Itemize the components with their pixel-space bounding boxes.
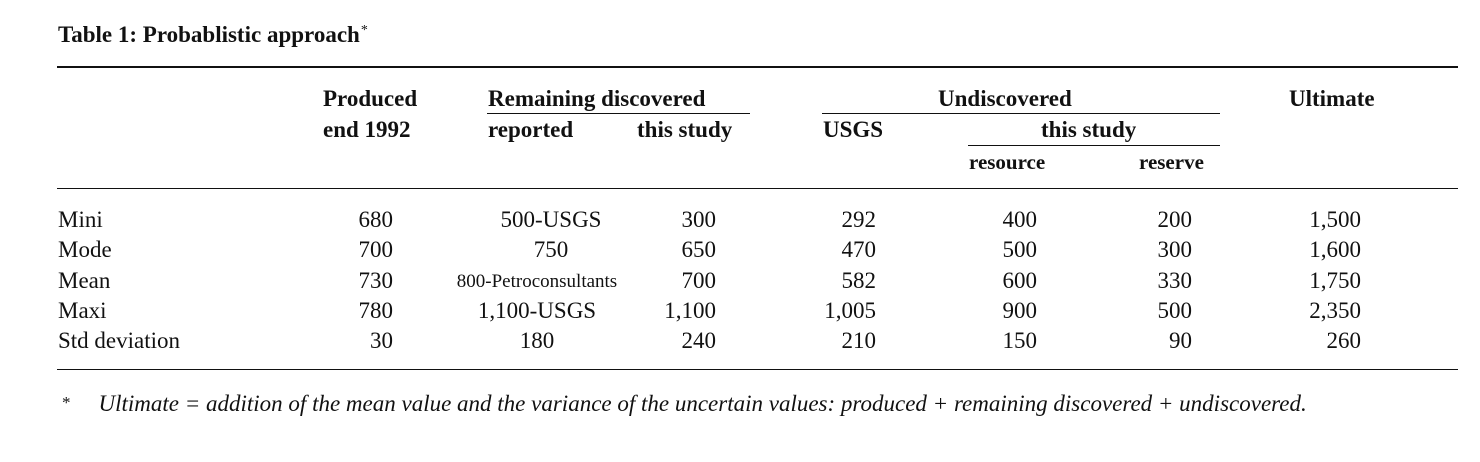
cell-ultimate: 1,750 — [1309, 268, 1361, 293]
table-footnote: * Ultimate = addition of the mean value a… — [62, 391, 1307, 417]
header-undiscovered: Undiscovered — [938, 86, 1072, 111]
cell-remaining-this-study: 650 — [681, 237, 717, 262]
header-usgs: USGS — [823, 117, 884, 142]
cell-reserve: 330 — [1157, 268, 1193, 293]
header-reserve: reserve — [1139, 150, 1204, 174]
footnote-marker: * — [62, 393, 71, 412]
cell-usgs: 582 — [841, 268, 877, 293]
cell-remaining-this-study: 1,100 — [664, 298, 716, 323]
this-study-underline — [968, 145, 1220, 146]
cell-reported: 500-USGS — [500, 207, 602, 232]
cell-usgs: 1,005 — [824, 298, 876, 323]
header-remaining-this-study: this study — [637, 117, 733, 142]
cell-ultimate: 260 — [1326, 328, 1362, 353]
cell-ultimate: 2,350 — [1309, 298, 1361, 323]
remaining-discovered-underline — [487, 113, 750, 114]
cell-produced: 730 — [358, 268, 394, 293]
cell-reported: 180 — [519, 328, 555, 353]
header-produced-line2: end 1992 — [323, 117, 411, 142]
cell-ultimate: 1,500 — [1309, 207, 1361, 232]
footnote-text: Ultimate = addition of the mean value an… — [98, 391, 1307, 416]
cell-reserve: 200 — [1157, 207, 1193, 232]
cell-resource: 600 — [1002, 268, 1038, 293]
cell-reserve: 500 — [1157, 298, 1193, 323]
cell-remaining-this-study: 300 — [681, 207, 717, 232]
row-label: Std deviation — [58, 328, 181, 353]
cell-produced: 680 — [358, 207, 394, 232]
row-label: Maxi — [58, 298, 107, 323]
header-remaining-discovered: Remaining discovered — [488, 86, 706, 111]
undiscovered-underline — [822, 113, 1220, 114]
row-label: Mode — [58, 237, 112, 262]
cell-resource: 500 — [1002, 237, 1038, 262]
row-label: Mean — [58, 268, 111, 293]
cell-produced: 30 — [370, 328, 393, 353]
cell-resource: 900 — [1002, 298, 1038, 323]
cell-produced: 780 — [358, 298, 394, 323]
cell-resource: 400 — [1002, 207, 1038, 232]
header-resource: resource — [969, 150, 1046, 174]
cell-reported: 750 — [533, 237, 569, 262]
cell-reserve: 90 — [1169, 328, 1192, 353]
header-remaining-reported: reported — [488, 117, 574, 142]
cell-usgs: 210 — [841, 328, 877, 353]
cell-ultimate: 1,600 — [1309, 237, 1361, 262]
header-produced-line1: Produced — [323, 86, 418, 111]
cell-usgs: 292 — [841, 207, 877, 232]
table-title-text: Table 1: Probablistic approach — [58, 22, 360, 47]
cell-reported: 800-Petroconsultants — [456, 271, 618, 292]
top-rule — [57, 66, 1458, 68]
cell-usgs: 470 — [841, 237, 877, 262]
cell-reported: 1,100-USGS — [477, 298, 597, 323]
cell-remaining-this-study: 700 — [681, 268, 717, 293]
cell-resource: 150 — [1002, 328, 1038, 353]
cell-produced: 700 — [358, 237, 394, 262]
cell-remaining-this-study: 240 — [681, 328, 717, 353]
table-title: Table 1: Probablistic approach* — [58, 22, 368, 48]
cell-reserve: 300 — [1157, 237, 1193, 262]
row-label: Mini — [58, 207, 103, 232]
bottom-rule — [57, 369, 1458, 370]
header-ultimate: Ultimate — [1289, 86, 1375, 111]
header-rule — [57, 188, 1458, 189]
title-footnote-marker: * — [360, 23, 368, 38]
header-undiscovered-this-study: this study — [1041, 117, 1137, 142]
